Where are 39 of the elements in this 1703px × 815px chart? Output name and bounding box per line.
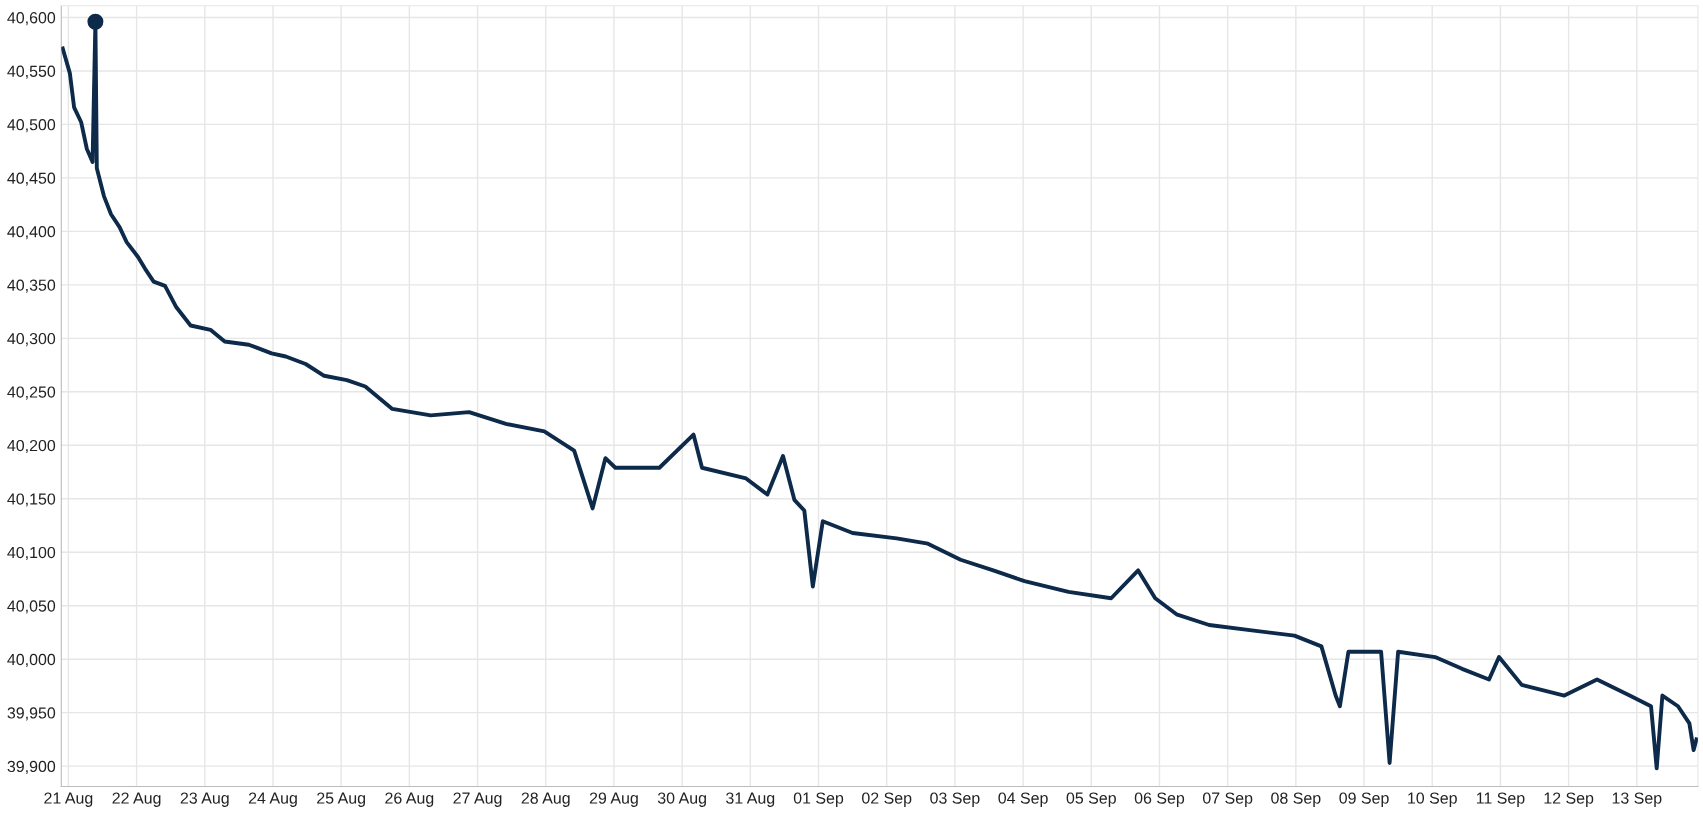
y-tick-label: 40,200 (7, 439, 56, 454)
y-tick-label: 40,500 (7, 119, 56, 133)
x-tick-label: 23 Aug (180, 792, 229, 807)
x-tick-label: 02 Sep (862, 792, 912, 807)
y-tick-label: 40,000 (7, 653, 56, 668)
y-tick-label: 39,900 (7, 760, 56, 774)
y-tick-label: 40,600 (7, 12, 56, 26)
x-tick-label: 25 Aug (317, 792, 366, 807)
x-tick-label: 08 Sep (1271, 792, 1321, 807)
x-tick-label: 28 Aug (521, 792, 570, 807)
x-tick-label: 01 Sep (793, 792, 844, 807)
x-tick-label: 07 Sep (1202, 792, 1253, 807)
x-tick-label: 05 Sep (1066, 792, 1116, 807)
y-tick-label: 40,450 (7, 172, 56, 186)
x-tick-label: 04 Sep (998, 792, 1048, 807)
y-tick-label: 40,050 (7, 600, 56, 614)
x-tick-label: 31 Aug (726, 792, 775, 807)
y-tick-label: 39,950 (7, 707, 56, 721)
x-tick-label: 29 Aug (589, 792, 638, 807)
x-tick-label: 30 Aug (657, 792, 706, 807)
y-tick-label: 40,150 (7, 493, 56, 507)
x-tick-label: 06 Sep (1134, 792, 1185, 807)
x-tick-label: 11 Sep (1476, 792, 1525, 807)
x-tick-label: 21 Aug (44, 792, 93, 807)
x-tick-label: 22 Aug (112, 792, 161, 807)
x-tick-label: 26 Aug (385, 792, 434, 807)
y-tick-label: 40,350 (7, 279, 56, 293)
y-tick-label: 40,300 (7, 332, 56, 347)
y-tick-label: 40,100 (7, 546, 56, 561)
x-tick-label: 12 Sep (1544, 792, 1594, 807)
x-tick-label: 09 Sep (1339, 792, 1389, 807)
y-tick-label: 40,250 (7, 386, 56, 400)
x-tick-label: 27 Aug (453, 792, 502, 807)
y-tick-label: 40,400 (7, 226, 56, 240)
x-tick-label: 24 Aug (248, 792, 297, 807)
x-tick-label: 10 Sep (1408, 792, 1457, 807)
x-tick-label: 03 Sep (930, 792, 980, 807)
y-tick-label: 40,550 (7, 65, 56, 79)
x-tick-label: 13 Sep (1612, 792, 1662, 807)
